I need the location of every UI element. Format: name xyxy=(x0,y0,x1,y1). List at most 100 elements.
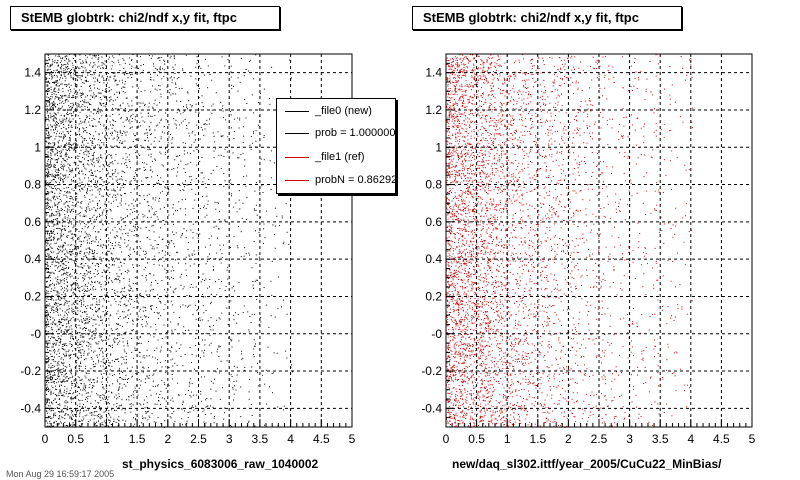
data-point xyxy=(54,176,56,178)
data-point xyxy=(222,117,224,119)
data-point xyxy=(110,176,112,178)
data-point xyxy=(72,64,74,66)
data-point xyxy=(61,357,63,359)
data-point xyxy=(141,415,143,417)
data-point xyxy=(53,309,55,311)
data-point xyxy=(70,424,72,426)
data-point xyxy=(221,281,222,282)
data-point xyxy=(97,79,98,81)
data-point xyxy=(86,62,88,64)
data-point xyxy=(110,162,112,164)
data-point xyxy=(72,78,74,80)
data-point xyxy=(70,144,72,146)
data-point xyxy=(54,61,56,63)
data-point xyxy=(196,329,198,331)
data-point xyxy=(59,79,61,81)
data-point xyxy=(286,313,288,315)
data-point xyxy=(92,143,94,144)
data-point xyxy=(56,223,58,225)
data-point xyxy=(105,310,107,312)
data-point xyxy=(102,67,104,68)
data-point xyxy=(204,183,206,185)
data-point xyxy=(79,420,81,422)
data-point xyxy=(169,278,170,280)
data-point xyxy=(57,296,59,298)
data-point xyxy=(92,200,94,202)
data-point xyxy=(229,425,231,426)
data-point xyxy=(62,174,64,176)
data-point xyxy=(143,220,145,222)
data-point xyxy=(191,362,192,363)
data-point xyxy=(114,337,116,339)
data-point xyxy=(77,277,79,279)
data-point xyxy=(91,145,93,147)
data-point xyxy=(69,86,70,88)
data-point xyxy=(162,220,164,221)
data-point xyxy=(74,245,76,247)
data-point xyxy=(77,105,79,107)
data-point xyxy=(61,105,63,107)
data-point xyxy=(254,313,256,315)
data-point xyxy=(270,177,272,179)
data-point xyxy=(93,364,95,366)
data-point xyxy=(119,340,121,342)
data-point xyxy=(106,254,108,256)
data-point xyxy=(210,173,212,175)
data-point xyxy=(143,367,145,369)
data-point xyxy=(139,336,141,338)
data-point xyxy=(96,78,98,80)
data-point xyxy=(85,377,87,379)
data-point xyxy=(54,259,56,260)
data-point xyxy=(104,350,106,352)
data-point xyxy=(56,330,57,332)
data-point xyxy=(106,250,108,252)
data-point xyxy=(150,244,152,246)
data-point xyxy=(144,199,145,200)
data-point xyxy=(63,68,65,70)
data-point xyxy=(82,173,84,175)
data-point xyxy=(204,376,206,378)
data-point xyxy=(108,318,110,320)
data-point xyxy=(231,88,233,90)
data-point xyxy=(164,63,166,65)
data-point xyxy=(196,164,198,166)
data-point xyxy=(71,345,72,347)
data-point xyxy=(74,231,76,233)
data-point xyxy=(166,342,168,344)
data-point xyxy=(153,140,155,142)
data-point xyxy=(261,185,263,187)
data-point xyxy=(49,271,51,273)
data-point xyxy=(103,144,105,146)
data-point xyxy=(63,267,65,269)
data-point xyxy=(64,414,66,416)
data-point xyxy=(68,251,70,252)
data-point xyxy=(174,159,176,161)
data-point xyxy=(194,368,195,370)
data-point xyxy=(151,308,152,310)
data-point xyxy=(154,137,156,139)
data-point xyxy=(84,415,86,417)
data-point xyxy=(108,296,110,298)
data-point xyxy=(95,176,97,178)
data-point xyxy=(57,373,59,375)
data-point xyxy=(242,202,244,204)
data-point xyxy=(70,76,72,78)
data-point xyxy=(46,380,48,382)
data-point xyxy=(71,223,72,225)
data-point xyxy=(208,238,210,240)
data-point xyxy=(60,298,62,300)
data-point xyxy=(59,85,60,87)
data-point xyxy=(65,326,67,328)
data-point xyxy=(61,294,63,296)
data-point xyxy=(99,193,101,195)
data-point xyxy=(66,323,68,325)
data-point xyxy=(60,303,62,305)
data-point xyxy=(102,305,104,307)
data-point xyxy=(103,332,105,334)
data-point xyxy=(188,184,189,185)
data-point xyxy=(96,159,98,161)
data-point xyxy=(95,237,97,239)
data-point xyxy=(97,66,99,68)
data-point xyxy=(116,328,118,330)
data-point xyxy=(103,105,105,107)
